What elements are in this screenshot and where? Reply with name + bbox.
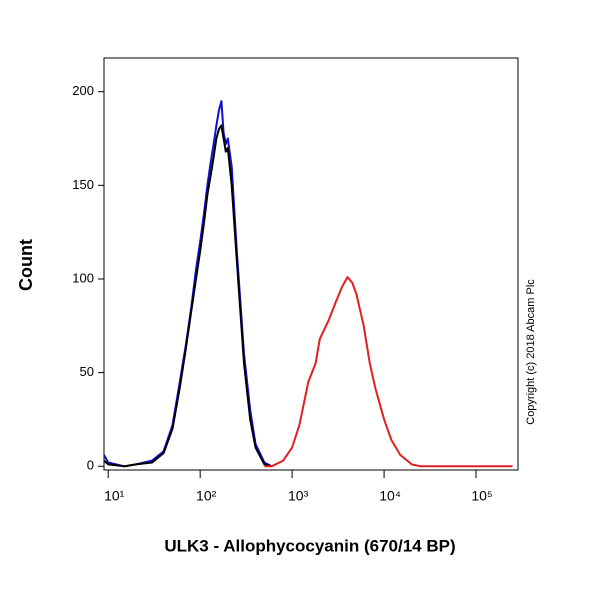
- y-axis-label: Count: [16, 239, 36, 291]
- y-tick-label: 200: [72, 83, 94, 98]
- x-tick-label: 10³: [288, 488, 309, 504]
- x-axis-label: ULK3 - Allophycocyanin (670/14 BP): [164, 536, 455, 555]
- x-tick-label: 10⁴: [379, 488, 401, 504]
- x-tick-label: 10⁵: [471, 488, 492, 504]
- y-tick-label: 0: [87, 458, 94, 473]
- series-line: [103, 124, 272, 468]
- x-tick-label: 10²: [196, 488, 217, 504]
- plot-frame: [103, 57, 519, 471]
- y-tick-label: 150: [72, 177, 94, 192]
- y-tick-label: 100: [72, 270, 94, 285]
- series-line: [264, 276, 513, 468]
- copyright-annotation: Copyright (c) 2018 Abcam Plc: [525, 279, 537, 425]
- y-tick-label: 50: [80, 364, 94, 379]
- series-line: [103, 100, 273, 468]
- x-tick-label: 10¹: [104, 488, 125, 504]
